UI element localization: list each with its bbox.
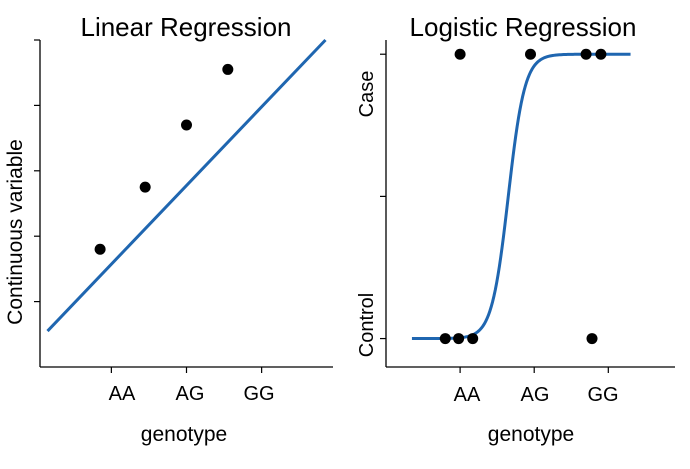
data-point — [454, 48, 466, 60]
x-tick-marks — [459, 367, 609, 373]
data-point — [586, 333, 598, 345]
plot-area — [411, 48, 631, 345]
y-tick-label-control: Control — [356, 293, 378, 357]
data-point — [139, 181, 151, 193]
x-tick-label: AA — [454, 384, 481, 406]
chart-title: Logistic Regression — [410, 12, 637, 42]
x-tick-label: GG — [587, 384, 618, 406]
chart-title: Linear Regression — [80, 12, 291, 42]
data-point — [94, 243, 106, 255]
y-ticks — [380, 53, 386, 340]
plot-area — [46, 38, 327, 333]
y-tick-label-case: Case — [356, 71, 378, 118]
x-axis-label: genotype — [141, 423, 227, 446]
y-ticks — [34, 39, 40, 303]
logistic-regression-chart: Logistic Regression Control Case AA AG G… — [356, 12, 675, 446]
logistic-curve — [411, 52, 631, 341]
data-point — [181, 119, 192, 131]
data-point — [467, 333, 479, 345]
x-tick-label: AA — [109, 383, 136, 405]
regression-line — [46, 38, 327, 333]
linear-regression-chart: Linear Regression AA AG GG genotype Cont… — [4, 12, 333, 446]
x-tick-label: AG — [176, 383, 205, 405]
data-point — [525, 48, 536, 60]
data-point — [222, 63, 234, 75]
x-axis-label: genotype — [488, 423, 574, 446]
x-tick-marks — [110, 367, 263, 373]
x-tick-label: AG — [521, 384, 550, 406]
data-point — [580, 48, 592, 60]
data-point — [595, 48, 607, 60]
y-axis-label: Continuous variable — [4, 139, 27, 325]
data-point — [439, 333, 451, 345]
x-tick-label: GG — [243, 383, 274, 405]
data-point — [453, 333, 465, 345]
